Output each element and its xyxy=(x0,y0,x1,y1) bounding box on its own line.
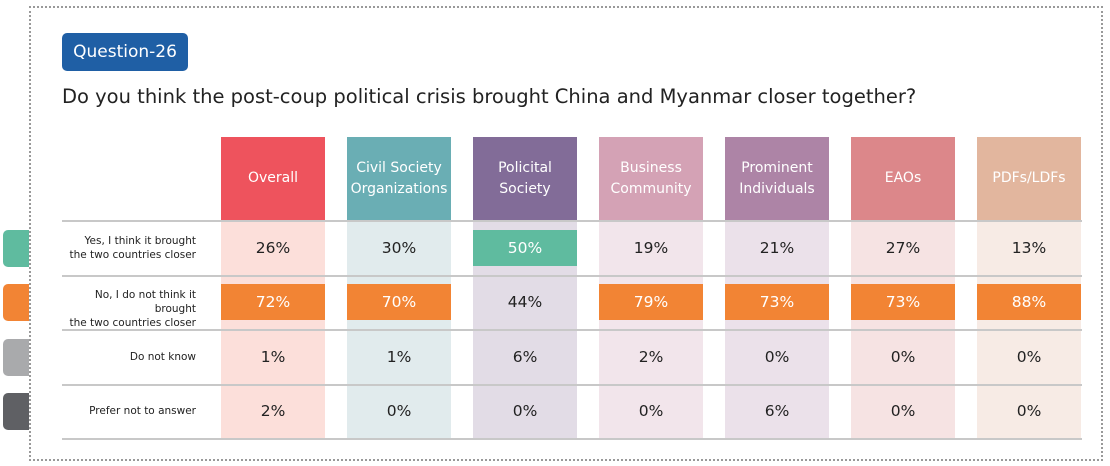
column-header: EAOs xyxy=(851,137,955,220)
question-number-badge: Question-26 xyxy=(62,33,188,71)
data-cell: 0% xyxy=(890,347,916,366)
data-cell: 0% xyxy=(512,402,538,420)
row-label: No, I do not think it brought the two cou… xyxy=(69,289,196,330)
data-cell: 0% xyxy=(764,347,790,366)
data-cell: 73% xyxy=(725,284,829,320)
column-1: Civil Society Organizations xyxy=(347,137,451,438)
data-cell: 0% xyxy=(890,402,916,420)
data-cell: 19% xyxy=(633,238,669,257)
row-label: Prefer not to answer xyxy=(89,405,196,417)
column-header: Policital Society xyxy=(473,137,577,220)
data-cell: 6% xyxy=(764,402,790,420)
row-divider xyxy=(62,275,1082,277)
data-cell: 0% xyxy=(386,402,412,420)
legend-swatch xyxy=(3,229,29,267)
data-cell: 1% xyxy=(260,347,286,366)
data-cell: 44% xyxy=(507,293,543,311)
row-divider xyxy=(62,438,1082,440)
column-header: Civil Society Organizations xyxy=(347,137,451,220)
question-title: Do you think the post-coup political cri… xyxy=(62,85,917,108)
column-header: Prominent Individuals xyxy=(725,137,829,220)
row-divider xyxy=(62,329,1082,331)
data-cell: 50% xyxy=(473,229,577,266)
data-cell: 79% xyxy=(599,284,703,320)
data-cell: 30% xyxy=(381,238,417,257)
data-cell: 72% xyxy=(221,284,325,320)
row-label: Yes, I think it brought the two countries… xyxy=(69,234,196,261)
data-cell: 0% xyxy=(1016,402,1042,420)
row-label: Do not know xyxy=(129,350,196,363)
data-cell: 73% xyxy=(851,284,955,320)
column-header: Business Community xyxy=(599,137,703,220)
data-cell: 13% xyxy=(1011,238,1047,257)
row-divider xyxy=(62,384,1082,386)
data-cell: 21% xyxy=(759,238,795,257)
row-divider xyxy=(62,220,1082,222)
data-cell: 27% xyxy=(885,238,921,257)
data-cell: 2% xyxy=(638,347,664,366)
column-header: PDFs/LDFs xyxy=(977,137,1081,220)
data-cell: 2% xyxy=(260,402,286,420)
legend-swatch xyxy=(3,284,29,321)
data-cell: 6% xyxy=(512,347,538,366)
data-cell: 26% xyxy=(255,238,291,257)
data-cell: 0% xyxy=(638,402,664,420)
legend-swatch xyxy=(3,393,29,430)
column-header: Overall xyxy=(221,137,325,220)
data-cell: 88% xyxy=(977,284,1081,320)
legend-swatch xyxy=(3,338,29,376)
frame-border xyxy=(29,6,1103,461)
data-cell: 70% xyxy=(347,284,451,320)
data-cell: 0% xyxy=(1016,347,1042,366)
data-cell: 1% xyxy=(386,347,412,366)
